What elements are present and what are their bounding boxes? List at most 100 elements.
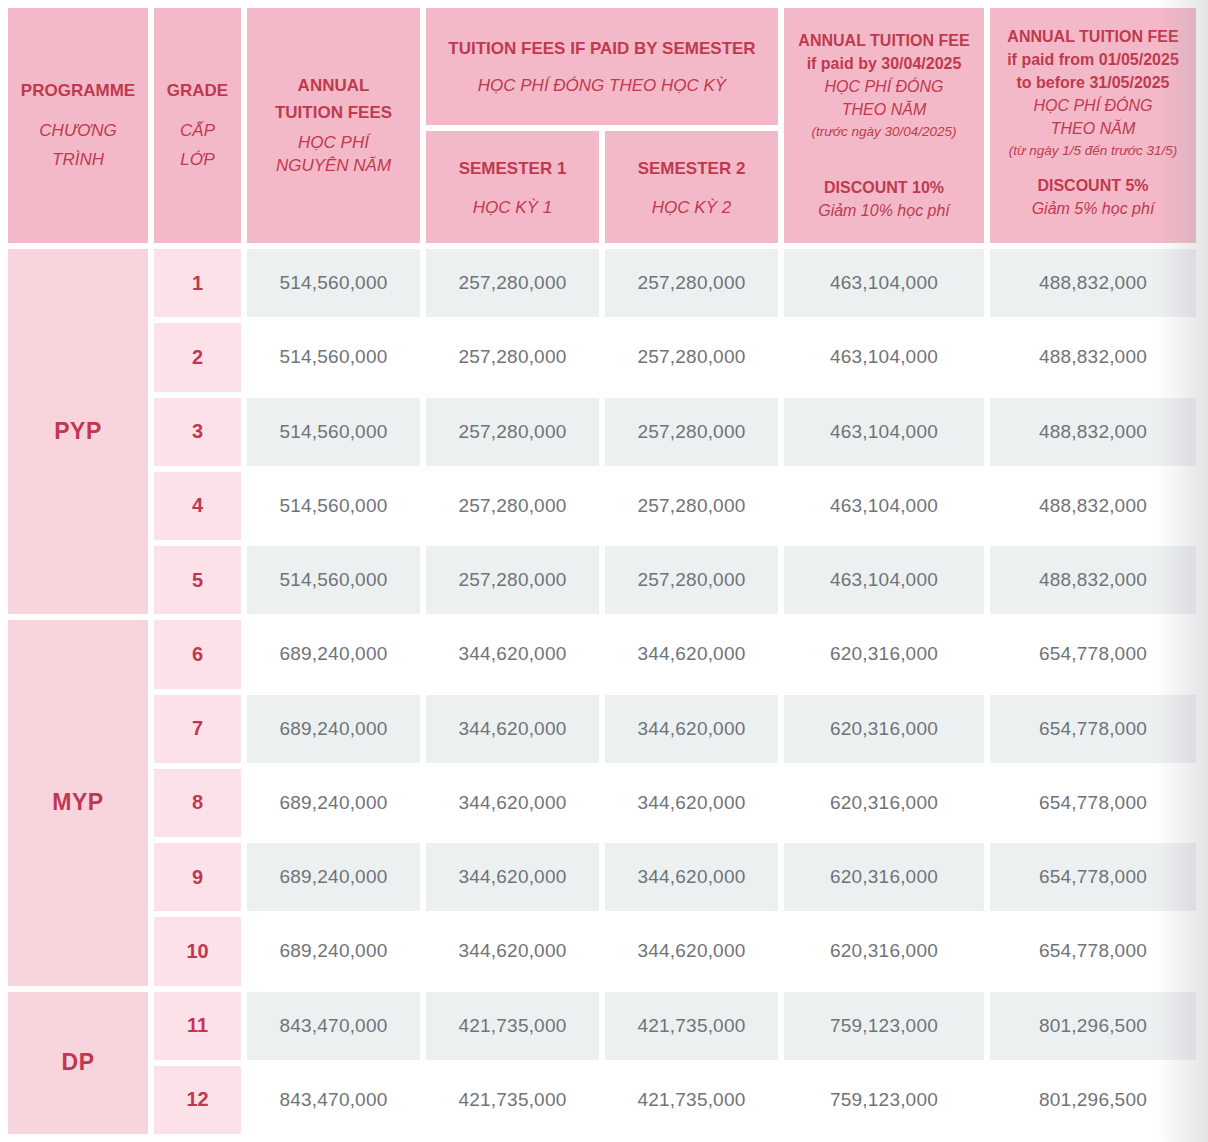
header-annual-fees: ANNUAL TUITION FEES HỌC PHÍ NGUYÊN NĂM — [247, 8, 420, 243]
header-semester-group-en: TUITION FEES IF PAID BY SEMESTER — [448, 35, 755, 63]
semester1-fee-cell: 344,620,000 — [426, 917, 599, 985]
semester1-fee-cell: 344,620,000 — [426, 695, 599, 763]
discount10-fee-cell: 759,123,000 — [784, 992, 984, 1060]
header-semester1-en: SEMESTER 1 — [459, 155, 567, 183]
annual-fee-cell: 689,240,000 — [247, 843, 420, 911]
discount10-fee-cell: 620,316,000 — [784, 695, 984, 763]
discount10-fee-cell: 620,316,000 — [784, 620, 984, 688]
semester1-fee-cell: 421,735,000 — [426, 992, 599, 1060]
header-semester1-vi: HỌC KỲ 1 — [473, 197, 552, 219]
semester2-fee-cell: 421,735,000 — [605, 992, 778, 1060]
discount10-fee-cell: 620,316,000 — [784, 843, 984, 911]
header-semester-group: TUITION FEES IF PAID BY SEMESTER HỌC PHÍ… — [426, 8, 778, 243]
grade-cell: 1 — [154, 249, 241, 317]
discount10-fee-cell: 620,316,000 — [784, 769, 984, 837]
discount5-fee-cell: 488,832,000 — [990, 546, 1196, 614]
discount10-fee-cell: 463,104,000 — [784, 323, 984, 391]
header-discount5-label: DISCOUNT 5% — [1037, 174, 1148, 197]
annual-fee-cell: 843,470,000 — [247, 992, 420, 1060]
semester1-fee-cell: 257,280,000 — [426, 546, 599, 614]
semester1-fee-cell: 257,280,000 — [426, 398, 599, 466]
programme-cell-dp: DP — [8, 992, 148, 1135]
discount5-fee-cell: 801,296,500 — [990, 1066, 1196, 1134]
semester2-fee-cell: 344,620,000 — [605, 843, 778, 911]
discount5-fee-cell: 654,778,000 — [990, 620, 1196, 688]
annual-fee-cell: 514,560,000 — [247, 249, 420, 317]
grade-cell: 4 — [154, 472, 241, 540]
header-grade-vi: CẤP LỚP — [180, 116, 215, 174]
programme-cell-myp: MYP — [8, 620, 148, 985]
semester1-fee-cell: 344,620,000 — [426, 769, 599, 837]
header-semester2: SEMESTER 2 HỌC KỲ 2 — [605, 131, 778, 243]
header-discount10: ANNUAL TUITION FEE if paid by 30/04/2025… — [784, 8, 984, 243]
semester2-fee-cell: 344,620,000 — [605, 917, 778, 985]
header-programme-en: PROGRAMME — [21, 77, 135, 105]
discount5-fee-cell: 654,778,000 — [990, 843, 1196, 911]
header-semester-group-title: TUITION FEES IF PAID BY SEMESTER HỌC PHÍ… — [426, 8, 778, 125]
discount5-fee-cell: 488,832,000 — [990, 398, 1196, 466]
annual-fee-cell: 514,560,000 — [247, 398, 420, 466]
semester2-fee-cell: 344,620,000 — [605, 695, 778, 763]
semester2-fee-cell: 257,280,000 — [605, 472, 778, 540]
grade-cell: 7 — [154, 695, 241, 763]
semester2-fee-cell: 257,280,000 — [605, 249, 778, 317]
discount5-fee-cell: 654,778,000 — [990, 695, 1196, 763]
semester2-fee-cell: 421,735,000 — [605, 1066, 778, 1134]
annual-fee-cell: 843,470,000 — [247, 1066, 420, 1134]
header-discount10-label: DISCOUNT 10% — [824, 176, 944, 199]
grade-cell: 11 — [154, 992, 241, 1060]
grade-cell: 12 — [154, 1066, 241, 1134]
grade-cell: 8 — [154, 769, 241, 837]
annual-fee-cell: 514,560,000 — [247, 323, 420, 391]
header-discount5: ANNUAL TUITION FEE if paid from 01/05/20… — [990, 8, 1196, 243]
discount5-fee-cell: 801,296,500 — [990, 992, 1196, 1060]
semester2-fee-cell: 257,280,000 — [605, 323, 778, 391]
header-discount5-label-vi: Giảm 5% học phí — [1032, 197, 1155, 220]
grade-cell: 9 — [154, 843, 241, 911]
discount5-fee-cell: 488,832,000 — [990, 323, 1196, 391]
semester1-fee-cell: 421,735,000 — [426, 1066, 599, 1134]
semester2-fee-cell: 344,620,000 — [605, 769, 778, 837]
header-discount10-note: (trước ngày 30/04/2025) — [811, 121, 956, 144]
discount5-fee-cell: 654,778,000 — [990, 917, 1196, 985]
annual-fee-cell: 689,240,000 — [247, 769, 420, 837]
header-discount10-label-vi: Giảm 10% học phí — [818, 199, 950, 222]
grade-cell: 2 — [154, 323, 241, 391]
header-grade: GRADE CẤP LỚP — [154, 8, 241, 243]
grade-cell: 3 — [154, 398, 241, 466]
semester1-fee-cell: 257,280,000 — [426, 472, 599, 540]
header-programme-vi: CHƯƠNG TRÌNH — [39, 116, 116, 174]
semester2-fee-cell: 344,620,000 — [605, 620, 778, 688]
annual-fee-cell: 689,240,000 — [247, 695, 420, 763]
discount10-fee-cell: 463,104,000 — [784, 398, 984, 466]
semester2-fee-cell: 257,280,000 — [605, 546, 778, 614]
grade-cell: 5 — [154, 546, 241, 614]
discount10-fee-cell: 463,104,000 — [784, 472, 984, 540]
semester1-fee-cell: 344,620,000 — [426, 620, 599, 688]
annual-fee-cell: 689,240,000 — [247, 917, 420, 985]
semester1-fee-cell: 257,280,000 — [426, 323, 599, 391]
header-semester2-vi: HỌC KỲ 2 — [652, 197, 731, 219]
header-semester2-en: SEMESTER 2 — [638, 155, 746, 183]
semester1-fee-cell: 257,280,000 — [426, 249, 599, 317]
header-annual-fees-en: ANNUAL TUITION FEES — [275, 73, 392, 126]
grade-cell: 10 — [154, 917, 241, 985]
semester2-fee-cell: 257,280,000 — [605, 398, 778, 466]
discount5-fee-cell: 654,778,000 — [990, 769, 1196, 837]
discount10-fee-cell: 463,104,000 — [784, 546, 984, 614]
discount10-fee-cell: 620,316,000 — [784, 917, 984, 985]
semester1-fee-cell: 344,620,000 — [426, 843, 599, 911]
header-discount5-note: (từ ngày 1/5 đến trước 31/5) — [1009, 140, 1178, 163]
discount5-fee-cell: 488,832,000 — [990, 249, 1196, 317]
discount5-fee-cell: 488,832,000 — [990, 472, 1196, 540]
header-annual-fees-vi: HỌC PHÍ NGUYÊN NĂM — [276, 131, 391, 178]
grade-cell: 6 — [154, 620, 241, 688]
annual-fee-cell: 514,560,000 — [247, 546, 420, 614]
tuition-fee-table: PROGRAMME CHƯƠNG TRÌNH GRADE CẤP LỚP ANN… — [8, 8, 1196, 1134]
header-semester-group-vi: HỌC PHÍ ĐÓNG THEO HỌC KỲ — [478, 75, 726, 97]
header-semester1: SEMESTER 1 HỌC KỲ 1 — [426, 131, 599, 243]
header-grade-en: GRADE — [167, 77, 228, 105]
annual-fee-cell: 514,560,000 — [247, 472, 420, 540]
annual-fee-cell: 689,240,000 — [247, 620, 420, 688]
discount10-fee-cell: 759,123,000 — [784, 1066, 984, 1134]
